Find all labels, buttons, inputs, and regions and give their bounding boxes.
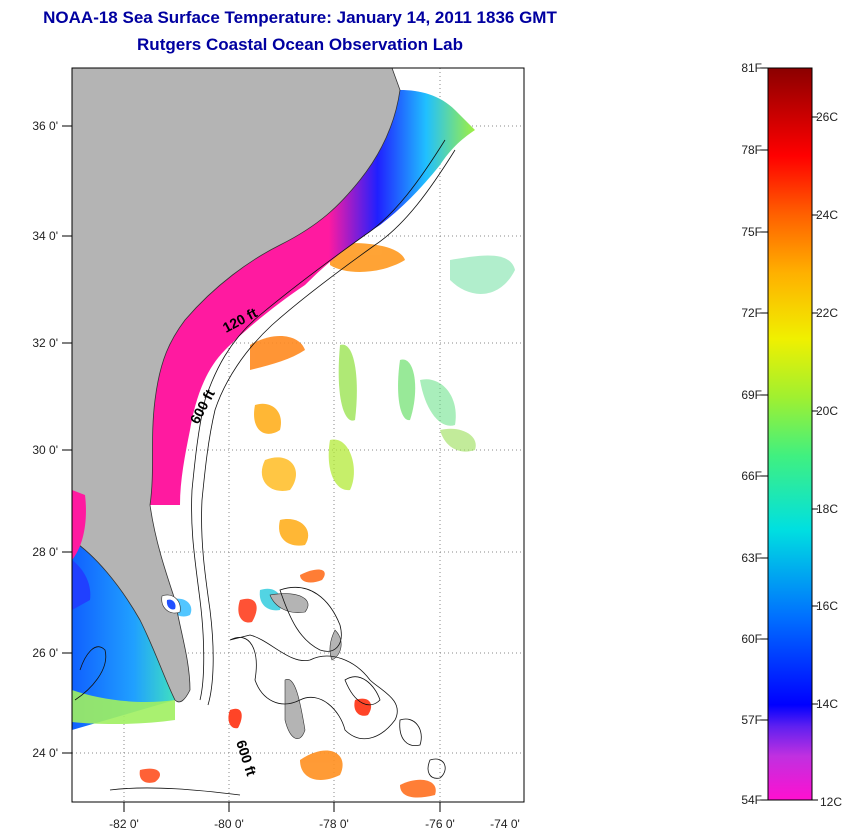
- lon-label: -76 0': [425, 817, 455, 831]
- map-subtitle: Rutgers Coastal Ocean Observation Lab: [137, 35, 463, 54]
- gulf-coast-cold-water: [72, 490, 86, 560]
- colorbar-c-label: 18C: [816, 502, 838, 516]
- lat-label: 24 0': [32, 746, 58, 760]
- colorbar-c-label: 12C: [820, 795, 842, 809]
- lat-label: 32 0': [32, 336, 58, 350]
- colorbar-c-label: 14C: [816, 697, 838, 711]
- map-frame: [71, 67, 525, 803]
- colorbar-f-label: 81F: [741, 61, 762, 75]
- map-title: NOAA-18 Sea Surface Temperature: January…: [43, 8, 557, 27]
- lat-label: 30 0': [32, 443, 58, 457]
- lon-label: -78 0': [319, 817, 349, 831]
- colorbar-gradient: [767, 67, 813, 801]
- colorbar-f-label: 78F: [741, 143, 762, 157]
- colorbar-f-label: 72F: [741, 306, 762, 320]
- bahamas-andros: [284, 679, 306, 739]
- colorbar-c-label: 20C: [816, 404, 838, 418]
- colorbar-c-label: 24C: [816, 208, 838, 222]
- bathymetry-contours: [74, 139, 456, 796]
- lon-label: -82 0': [109, 817, 139, 831]
- latitude-labels: 36 0' 34 0' 32 0' 30 0' 28 0' 26 0' 24 0…: [32, 119, 58, 760]
- bahamas-grand-bahama: [269, 593, 309, 613]
- colorbar-f-label: 66F: [741, 469, 762, 483]
- florida-shelf-water: [72, 540, 175, 730]
- colorbar-f-label: 54F: [741, 793, 762, 807]
- colorbar-f-label: 75F: [741, 225, 762, 239]
- axis-ticks: [62, 125, 441, 812]
- lon-label: -80 0': [214, 817, 244, 831]
- colorbar-c-label: 26C: [816, 110, 838, 124]
- longitude-labels: -82 0' -80 0' -78 0' -76 0' -74 0': [109, 817, 520, 831]
- lat-label: 26 0': [32, 646, 58, 660]
- colorbar: 81F 78F 75F 72F 69F 66F 63F 60F 57F 54F …: [741, 61, 842, 809]
- colorbar-f-label: 63F: [741, 551, 762, 565]
- colorbar-f-label: 69F: [741, 388, 762, 402]
- colorbar-f-label: 57F: [741, 713, 762, 727]
- colorbar-c-label: 22C: [816, 306, 838, 320]
- map-area: 120 ft 600 ft 600 ft: [71, 67, 525, 803]
- lat-label: 34 0': [32, 229, 58, 243]
- lon-label: -74 0': [490, 817, 520, 831]
- colorbar-c-label: 16C: [816, 599, 838, 613]
- cold-shelf-water: [150, 90, 475, 505]
- colorbar-f-label: 60F: [741, 632, 762, 646]
- land-mainland: [71, 67, 401, 703]
- lat-label: 28 0': [32, 545, 58, 559]
- lat-label: 36 0': [32, 119, 58, 133]
